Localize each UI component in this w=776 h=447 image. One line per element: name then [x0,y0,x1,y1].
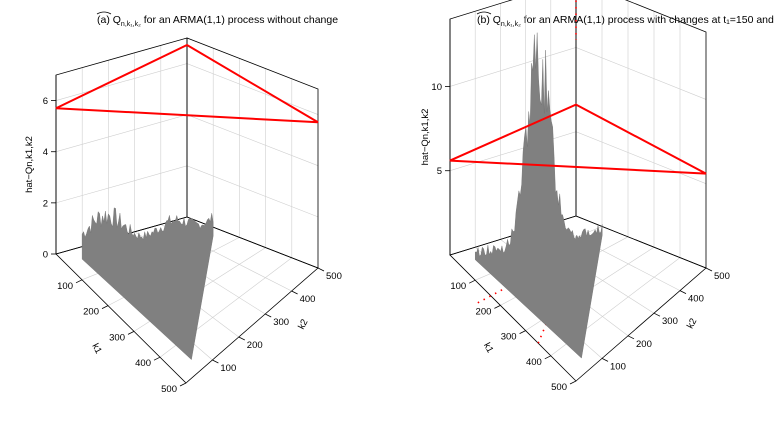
k1-tick-mark [75,279,83,284]
k2-tick-mark [238,336,245,341]
panel-b-zlabel: hat−Qn,k1,k2 [420,109,431,166]
k1-tick-mark [519,330,526,334]
panel-b-ticks: 5 10 100 200 300 400 500 100 200 300 400 500 [431,82,729,393]
k2-tick-mark [627,335,635,340]
panel-b-title-prefix: (b) [477,14,493,26]
panel-b-title-subscript: n,k₁,k₂ [501,21,521,28]
k1-tick-label: 300 [109,332,125,343]
k2-tick-mark [317,267,325,272]
k1-tick-mark [544,355,551,360]
k2-tick-mark [265,313,272,318]
k1-tick-label: 300 [501,332,517,343]
z-tick-label: 2 [43,198,48,209]
panel-a-surface [81,207,214,361]
panel-b-k1-label: k1 [481,341,495,355]
k2-tick-label: 200 [636,339,652,350]
k2-tick-mark [291,290,298,295]
k2-tick-label: 500 [714,271,730,282]
panel-a-ticks: 0 2 4 6 100 200 300 400 500 100 200 300 400 500 [43,96,342,395]
z-tick-label: 6 [43,96,48,107]
panel-b-red-triangle [449,103,707,175]
panel-a-title-suffix: for an ARMA(1,1) process without change [141,14,338,26]
panel-b-wall-1 [575,0,707,269]
panel-b-k2-label: k2 [685,317,699,331]
k1-tick-label: 200 [83,307,99,318]
k2-tick-mark [653,312,661,317]
k2-tick-label: 300 [273,317,289,328]
panel-a: (a) Qn,k₁,k₂ for an ARMA(1,1) process wi… [24,11,342,395]
k1-tick-mark [127,331,135,335]
k1-tick-mark [179,382,187,387]
z-tick-label: 0 [43,250,48,261]
panel-a-title-prefix: (a) [97,14,113,26]
k1-tick-label: 200 [476,306,492,317]
k1-tick-mark [569,380,577,385]
z-tick-label: 4 [43,147,48,158]
panel-b: (b) Qn,k₁,k₂ for an ARMA(1,1) process wi… [420,0,776,393]
k2-tick-mark [601,358,609,362]
panel-b-change-lines [477,0,578,344]
panel-a-title-symbol: Q [113,14,121,26]
k2-tick-mark [212,359,219,364]
k1-tick-mark [469,279,476,284]
k2-tick-mark [705,267,713,272]
k2-tick-label: 100 [610,361,626,372]
wall-grid-h [449,131,707,184]
k2-tick-label: 500 [326,271,342,282]
k1-tick-label: 100 [57,281,73,292]
k1-tick-label: 500 [551,382,567,393]
k2-tick-label: 300 [662,316,678,327]
panel-b-title-suffix: for an ARMA(1,1) process with changes at… [521,14,776,26]
panel-a-title: (a) Qn,k₁,k₂ for an ARMA(1,1) process wi… [97,14,338,28]
k1-tick-mark [101,305,109,309]
z-tick-label: 5 [437,166,442,177]
panel-a-zlabel: hat−Qn,k1,k2 [24,136,35,193]
panel-a-red-triangle [55,43,319,124]
k2-tick-label: 400 [300,294,316,305]
panel-b-title: (b) Qn,k₁,k₂ for an ARMA(1,1) process wi… [477,14,776,28]
k1-tick-label: 400 [135,358,151,369]
k2-tick-label: 100 [220,363,236,374]
panel-a-k1-label: k1 [89,342,103,356]
k1-tick-label: 400 [526,357,542,368]
panel-b-hat-icon [476,11,492,15]
k1-tick-label: 500 [161,384,177,395]
k1-tick-mark [153,356,161,361]
panel-b-surface [475,32,603,359]
k2-tick-label: 200 [247,340,263,351]
panel-a-title-subscript: n,k₁,k₂ [121,21,141,28]
k1-tick-label: 100 [450,281,466,292]
panel-b-title-symbol: Q [493,14,501,26]
k2-tick-label: 400 [688,294,704,305]
k1-tick-mark [494,305,501,309]
wall-grid-h [449,47,707,100]
panel-a-hat-icon [96,11,112,15]
z-tick-label: 10 [431,82,442,93]
k2-tick-mark [679,290,687,294]
panel-a-k2-label: k2 [296,317,310,331]
